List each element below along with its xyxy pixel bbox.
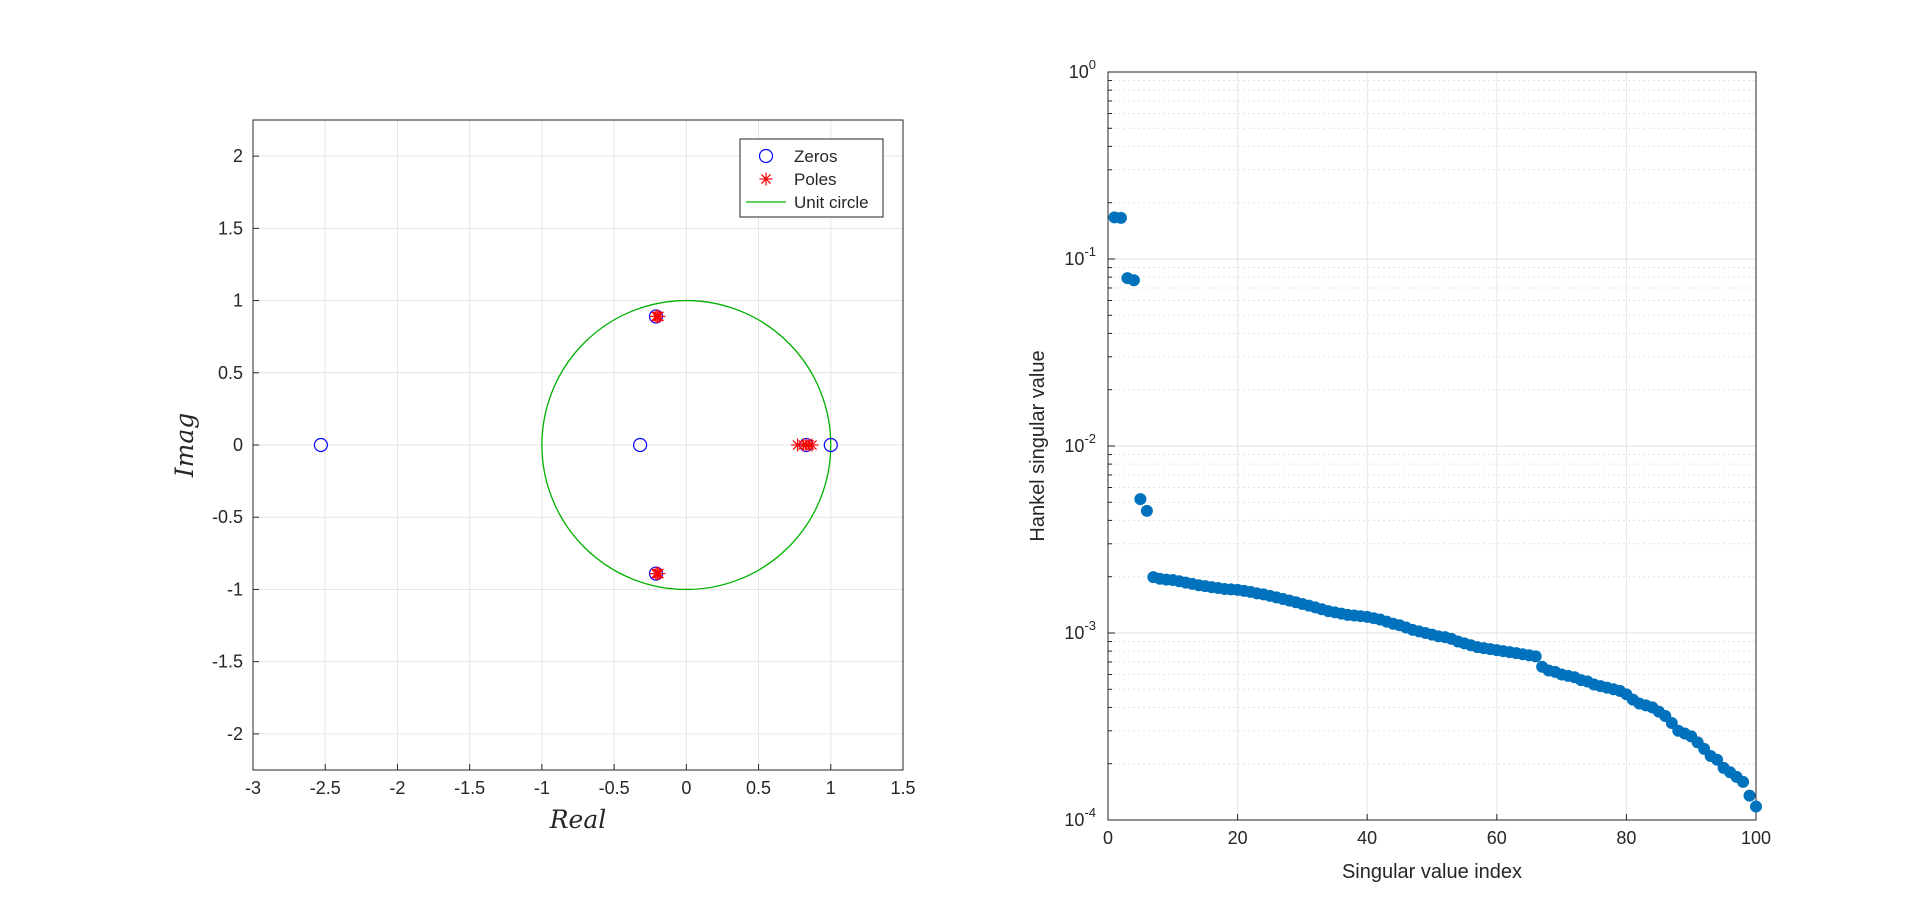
pole-marker xyxy=(805,438,819,452)
legend-label-zeros: Zeros xyxy=(794,147,837,166)
hankel-singular-values-plot: 0 20 40 60 80 100 10-4 10-3 10-2 10-1 100 Singular … xyxy=(1027,57,1771,883)
y-tick-label: 10-4 xyxy=(1064,805,1096,830)
x-axis-label: Real xyxy=(549,805,607,834)
unit-circle xyxy=(541,299,832,591)
pole-stroke xyxy=(760,173,772,185)
data-point xyxy=(1134,493,1147,506)
y-tick-label: -1 xyxy=(227,579,243,599)
legend: Zeros Poles Unit circle xyxy=(739,138,884,218)
x-tick-label: -2.5 xyxy=(310,778,341,798)
legend-box xyxy=(739,138,884,218)
y-tick-label: 2 xyxy=(233,146,243,166)
data-point xyxy=(1743,789,1756,802)
x-tick-label: 0.5 xyxy=(746,778,771,798)
pole-stroke xyxy=(806,439,818,451)
zero-marker xyxy=(313,437,328,453)
x-tick-label: -0.5 xyxy=(599,778,630,798)
data-point xyxy=(1711,753,1724,766)
x-tick-label: 100 xyxy=(1741,828,1771,848)
x-tick-label: 0 xyxy=(1103,828,1113,848)
axes-box xyxy=(1107,71,1757,821)
pole-stroke xyxy=(653,311,664,322)
x-tick-label: 20 xyxy=(1228,828,1248,848)
y-tick-label: 10-3 xyxy=(1064,618,1096,643)
y-tick-label: 1.5 xyxy=(218,218,243,238)
data-point xyxy=(1114,211,1127,224)
x-tick-label: -3 xyxy=(245,778,261,798)
data-point xyxy=(1750,800,1762,813)
data-point xyxy=(1737,775,1750,788)
x-tick-label: 40 xyxy=(1357,828,1377,848)
y-tick-label: 10-1 xyxy=(1064,244,1096,269)
y-axis-label: Imag xyxy=(170,413,199,479)
x-tick-label: 1 xyxy=(826,778,836,798)
y-tick-label: 1 xyxy=(233,291,243,311)
y-tick-label: 10-2 xyxy=(1064,431,1096,456)
zero-marker xyxy=(633,437,648,453)
data-point xyxy=(1140,504,1153,517)
pole-marker xyxy=(652,567,666,581)
y-tick-label: -0.5 xyxy=(212,507,243,527)
y-tick-label: 0 xyxy=(233,435,243,455)
x-tick-label: 80 xyxy=(1616,828,1636,848)
x-tick-label: -1.5 xyxy=(454,778,485,798)
data-point xyxy=(1127,274,1140,287)
y-axis-label: Hankel singular value xyxy=(1027,350,1049,541)
axes-box xyxy=(252,119,904,771)
pole-stroke xyxy=(653,568,664,579)
x-tick-label: -2 xyxy=(389,778,405,798)
legend-zero-marker xyxy=(758,148,774,164)
x-axis-label: Singular value index xyxy=(1342,861,1522,883)
data-point xyxy=(1529,650,1542,663)
legend-label-unit-circle: Unit circle xyxy=(794,193,869,212)
x-tick-label: -1 xyxy=(534,778,550,798)
x-tick-label: 1.5 xyxy=(890,778,915,798)
y-tick-label: -2 xyxy=(227,724,243,744)
y-tick-label: 0.5 xyxy=(218,363,243,383)
pole-marker xyxy=(652,309,666,323)
legend-label-poles: Poles xyxy=(794,170,837,189)
x-tick-label: 60 xyxy=(1487,828,1507,848)
y-tick-label: 100 xyxy=(1069,57,1096,82)
y-tick-label: -1.5 xyxy=(212,652,243,672)
legend-pole-marker xyxy=(759,172,773,186)
zero-marker xyxy=(823,437,838,453)
x-tick-label: 0 xyxy=(681,778,691,798)
pole-zero-plot: -3 -2.5 -2 -1.5 -1 -0.5 0 0.5 1 1.5 -2 -1.5 -1 -0.5 0 0… xyxy=(170,119,916,834)
